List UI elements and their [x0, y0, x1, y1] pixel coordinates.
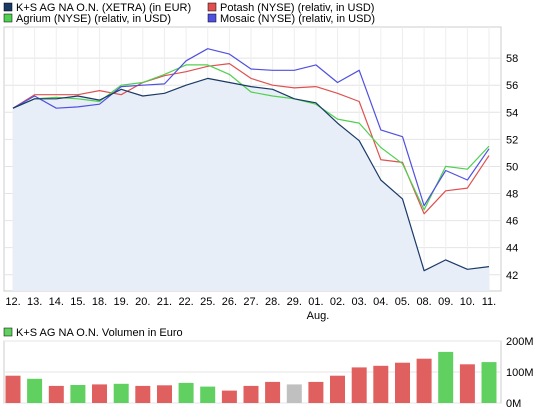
- x-tick-label: 13.: [27, 296, 42, 308]
- legend-swatch-mosaic: [207, 13, 217, 23]
- volume-bar: [113, 383, 129, 403]
- price-y-tick-label: 56: [506, 80, 518, 92]
- x-tick-label: 14.: [49, 296, 64, 308]
- volume-bar: [200, 386, 216, 403]
- volume-bar: [286, 384, 302, 403]
- x-tick-label: 01.: [308, 296, 323, 308]
- volume-bar: [157, 385, 172, 403]
- x-tick-label: 20.: [135, 296, 150, 308]
- price-y-tick-label: 44: [506, 243, 518, 255]
- volume-bar: [416, 358, 432, 403]
- price-y-tick-label: 52: [506, 134, 518, 146]
- x-tick-label: 12.: [5, 296, 20, 308]
- price-area-fill: [13, 78, 489, 291]
- volume-bar: [351, 367, 367, 403]
- volume-bar: [459, 364, 475, 404]
- series-area-k-s-ag-na-o-n-xetra-in-eur: [13, 78, 489, 291]
- x-tick-label: 18.: [92, 296, 107, 308]
- price-y-tick-label: 42: [506, 270, 518, 282]
- x-tick-label: 02.: [330, 296, 345, 308]
- x-tick-label: 09.: [438, 296, 453, 308]
- legend-label-mosaic: Mosaic (NYSE) (relativ, in USD): [220, 13, 375, 25]
- series-line-k-s-ag-na-o-n-xetra-in-eur: [12, 77, 490, 272]
- volume-bars: [5, 351, 497, 404]
- volume-legend: K+S AG NA O.N. Volumen in Euro: [3, 327, 183, 339]
- legend-label-ks: K+S AG NA O.N. (XETRA) (in EUR): [16, 2, 191, 14]
- x-tick-label: 03.: [352, 296, 367, 308]
- volume-bar: [221, 390, 237, 403]
- x-tick-label: 15.: [70, 296, 85, 308]
- price-y-tick-label: 54: [506, 107, 518, 119]
- volume-bar: [481, 362, 497, 403]
- volume-bar: [135, 385, 151, 403]
- month-label: Aug.: [307, 310, 330, 322]
- volume-bar: [5, 375, 21, 403]
- volume-y-tick-label: 100M: [506, 367, 534, 379]
- x-tick-label: 05.: [395, 296, 410, 308]
- price-y-tick-label: 50: [506, 161, 518, 173]
- x-tick-label: 22.: [178, 296, 193, 308]
- x-tick-label: 26.: [222, 296, 237, 308]
- volume-legend-swatch: [3, 327, 13, 337]
- volume-bar: [438, 351, 454, 403]
- x-tick-label: 21.: [157, 296, 172, 308]
- x-tick-label: 27.: [243, 296, 258, 308]
- legend-swatch-potash: [207, 2, 217, 12]
- series-line-agrium-nyse-relativ-in-usd: [12, 64, 490, 211]
- x-tick-label: 10.: [460, 296, 475, 308]
- volume-bar: [243, 385, 259, 403]
- price-legend: K+S AG NA O.N. (XETRA) (in EUR) Potash (…: [3, 2, 375, 25]
- legend-label-agrium: Agrium (NYSE) (relativ, in USD): [16, 13, 171, 25]
- volume-bar: [373, 365, 389, 403]
- volume-bar: [308, 381, 324, 403]
- volume-bar: [178, 382, 194, 403]
- volume-bar: [330, 375, 345, 403]
- price-y-axis: 42 44 46 48 50 52 54 56 58: [506, 53, 518, 282]
- legend-label-potash: Potash (NYSE) (relativ, in USD): [220, 2, 374, 14]
- volume-y-tick-label: 200M: [506, 336, 534, 348]
- x-tick-label: 25.: [200, 296, 215, 308]
- x-tick-label: 19.: [114, 296, 129, 308]
- x-tick-label: 08.: [416, 296, 431, 308]
- volume-legend-label: K+S AG NA O.N. Volumen in Euro: [16, 327, 183, 339]
- price-y-tick-label: 46: [506, 216, 518, 228]
- x-tick-label: 28.: [265, 296, 280, 308]
- volume-bar: [265, 381, 281, 403]
- price-y-tick-label: 48: [506, 189, 518, 201]
- x-tick-label: 04.: [373, 296, 388, 308]
- volume-bar: [395, 362, 410, 403]
- x-tick-label: 29.: [287, 296, 302, 308]
- price-y-tick-label: 58: [506, 53, 518, 65]
- legend-swatch-agrium: [3, 13, 13, 23]
- volume-y-tick-label: 0M: [506, 398, 521, 410]
- x-tick-label: 11.: [482, 296, 496, 308]
- volume-y-axis: 0M 100M 200M: [506, 336, 534, 410]
- price-lines: [12, 48, 490, 272]
- volume-bar: [70, 385, 86, 403]
- x-axis-labels: 12. 13. 14. 15. 18. 19. 20. 21. 22. 25. 26. 27. 28. 2…: [5, 296, 496, 308]
- legend-swatch-ks: [3, 2, 13, 12]
- series-line-mosaic-nyse-relativ-in-usd: [12, 48, 490, 207]
- volume-bar: [27, 378, 43, 403]
- volume-bar: [48, 385, 64, 403]
- volume-bar: [92, 384, 107, 403]
